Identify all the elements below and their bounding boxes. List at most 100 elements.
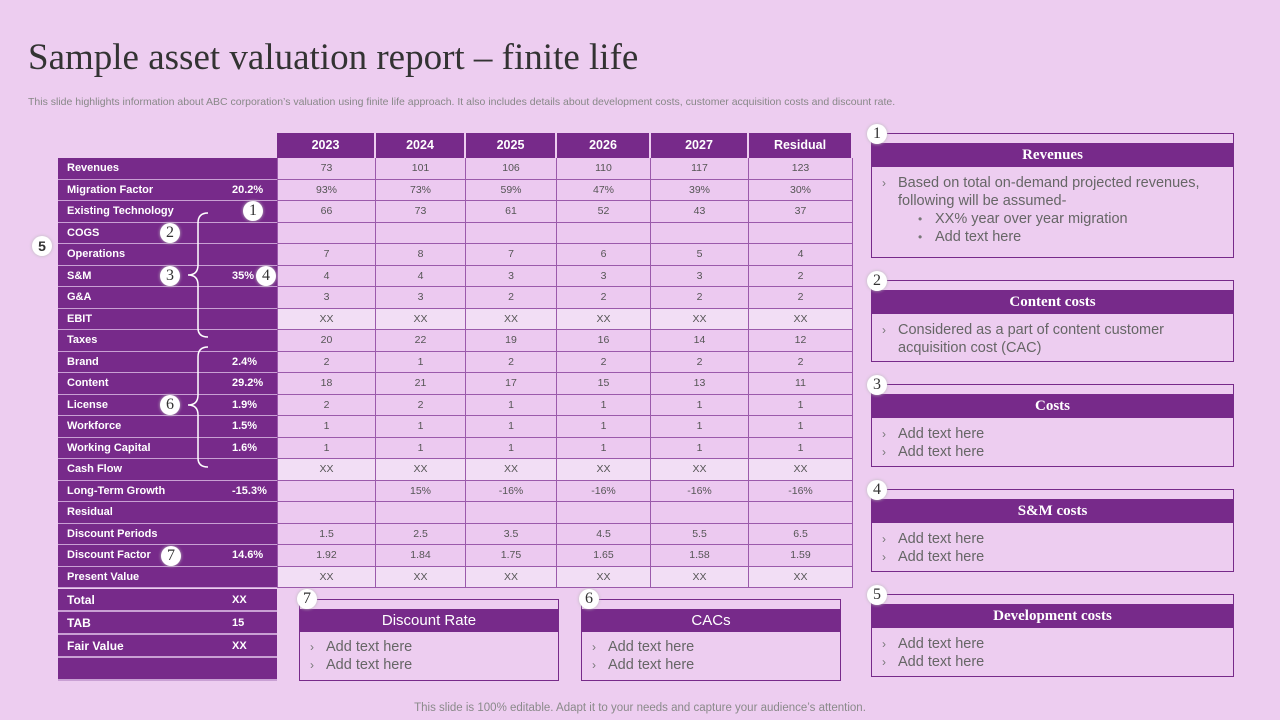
total-value: 15 [232, 617, 245, 629]
table-cell [651, 222, 749, 244]
table-cell: 17 [466, 373, 557, 395]
row-label-text: Brand [67, 355, 99, 368]
table-cell: XX [466, 308, 557, 330]
row-label-text: EBIT [67, 312, 93, 325]
table-cell: XX [277, 566, 376, 588]
table-cell [466, 502, 557, 524]
table-cell: 2 [277, 394, 376, 416]
table-cell: 4 [277, 265, 376, 287]
table-cell [277, 480, 376, 502]
row-label-text: Present Value [67, 570, 140, 583]
table-cell: 1 [277, 437, 376, 459]
table-cell: 6.5 [749, 523, 853, 545]
table-cell: 3 [651, 265, 749, 287]
table-cell: 7 [466, 244, 557, 266]
badge-5: 5 [32, 236, 52, 256]
table-cell: 2 [466, 351, 557, 373]
table-cell: 1 [749, 394, 853, 416]
table-cell: 4.5 [557, 523, 651, 545]
column-header: 2025 [466, 133, 557, 158]
table-cell [651, 502, 749, 524]
total-row: TAB 15 [58, 612, 277, 635]
table-cell: 20 [277, 330, 376, 352]
info-panel: Discount Rate Add text hereAdd text here [299, 599, 559, 681]
table-cell: 1.58 [651, 545, 749, 567]
row-label: Taxes [58, 330, 277, 352]
table-cell: 2 [557, 351, 651, 373]
row-label-text: G&A [67, 291, 92, 303]
row-label-text: Residual [67, 506, 113, 518]
table-cell: XX [466, 459, 557, 481]
row-label: Content 29.2% [58, 373, 277, 395]
table-cell: 1 [277, 416, 376, 438]
badge-3: 3 [160, 266, 180, 286]
table-cell: XX [557, 308, 651, 330]
panel-title: Costs [872, 394, 1233, 418]
panel-subitem: XX% year over year migration [880, 210, 1227, 228]
table-cell: 93% [277, 179, 376, 201]
table-cell: -16% [466, 480, 557, 502]
table-cell: 1 [749, 416, 853, 438]
table-cell: XX [749, 459, 853, 481]
info-panel: Revenues Based on total on-demand project… [871, 133, 1234, 258]
table-cell [749, 222, 853, 244]
panel-title: Revenues [872, 143, 1233, 167]
total-value: XX [232, 640, 247, 652]
table-cell: 1 [651, 394, 749, 416]
table-cell: 1 [557, 437, 651, 459]
row-label-text: Workforce [67, 420, 122, 432]
table-cell: 73 [277, 158, 376, 180]
row-label-text: Long-Term Growth [67, 484, 166, 497]
table-cell: 61 [466, 201, 557, 223]
panel-item: Add text here [308, 638, 552, 656]
total-label: TAB [67, 616, 91, 630]
panel-item: Add text here [590, 656, 834, 674]
table-cell: 12 [749, 330, 853, 352]
table-cell: -16% [749, 480, 853, 502]
table-cell: XX [376, 566, 466, 588]
table-cell: 37 [749, 201, 853, 223]
table-cell: 16 [557, 330, 651, 352]
table-cell [277, 222, 376, 244]
table-cell [557, 502, 651, 524]
row-percent: 35% [232, 269, 255, 282]
table-cell: 1 [557, 394, 651, 416]
table-cell: 19 [466, 330, 557, 352]
total-row: Total XX [58, 589, 277, 612]
row-label-text: Revenues [67, 162, 119, 174]
table-cell: 15 [557, 373, 651, 395]
table-cell: 73% [376, 179, 466, 201]
row-label-text: S&M [67, 269, 92, 282]
table-cell: 2 [651, 351, 749, 373]
table-cell [557, 222, 651, 244]
table-cell: XX [557, 459, 651, 481]
panel-title: Discount Rate [300, 609, 558, 632]
table-cell: XX [466, 566, 557, 588]
table-cell: XX [277, 308, 376, 330]
table-cell: 18 [277, 373, 376, 395]
table-cell: 15% [376, 480, 466, 502]
row-label-text: Cash Flow [67, 463, 123, 475]
table-cell: 2 [557, 287, 651, 309]
table-cell: 13 [651, 373, 749, 395]
table-cell: 4 [749, 244, 853, 266]
table-cell: 1 [466, 394, 557, 416]
panel-title: Content costs [872, 290, 1233, 314]
table-cell: 2 [651, 287, 749, 309]
info-panel: Costs Add text hereAdd text here [871, 384, 1234, 467]
row-percent: 1.6% [232, 441, 258, 454]
table-cell: 1 [466, 416, 557, 438]
table-cell: XX [651, 459, 749, 481]
panel-item: Add text here [880, 635, 1227, 653]
table-cell: 106 [466, 158, 557, 180]
panel-item: Add text here [590, 638, 834, 656]
row-label: Workforce 1.5% [58, 416, 277, 438]
row-label-text: Operations [67, 248, 126, 260]
table-cell: 43 [651, 201, 749, 223]
row-label-text: Discount Periods [67, 527, 158, 540]
row-label: Existing Technology [58, 201, 277, 223]
row-percent: 14.6% [232, 549, 264, 561]
row-percent: 1.9% [232, 398, 258, 411]
table-cell: 1.75 [466, 545, 557, 567]
table-cell: 1 [557, 416, 651, 438]
